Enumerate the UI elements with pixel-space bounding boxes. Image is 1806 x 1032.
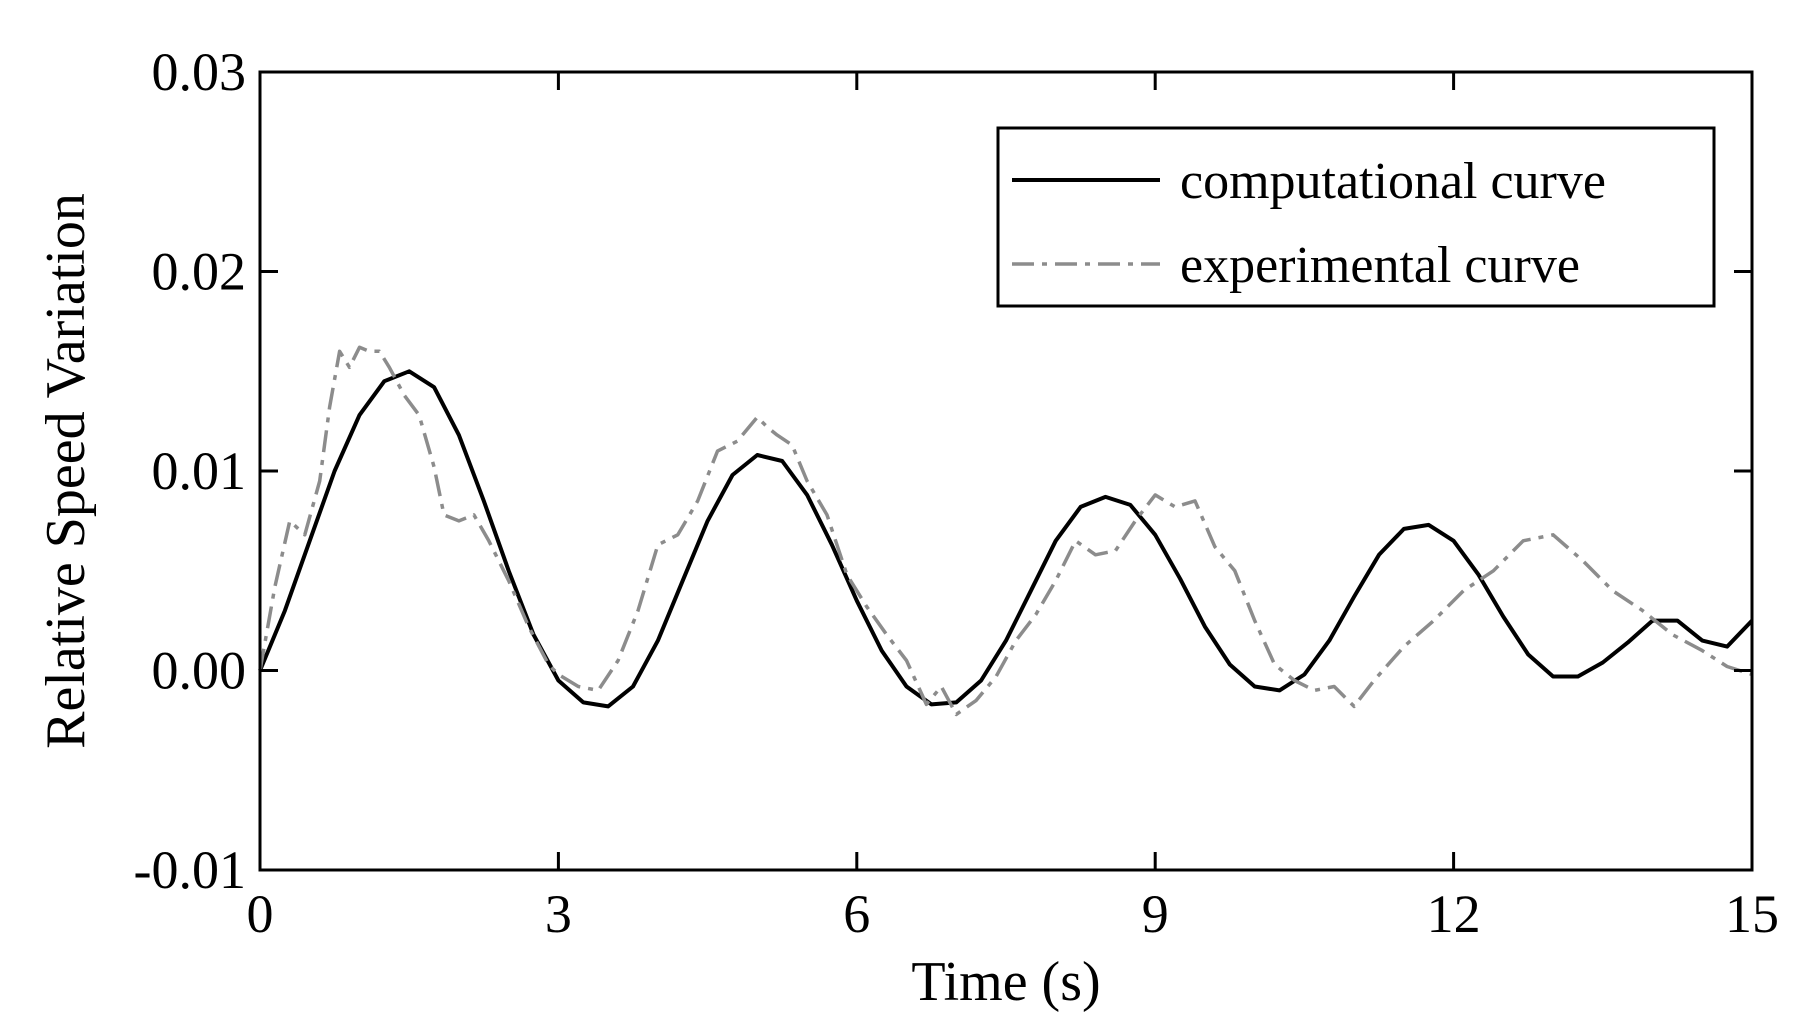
y-tick-label: 0.02 (152, 242, 247, 302)
legend: computational curve experimental curve (996, 126, 1716, 308)
series-line-experimental (258, 345, 1753, 717)
x-axis-label: Time (s) (911, 951, 1100, 1013)
legend-entry-experimental: experimental curve (1180, 237, 1580, 294)
x-axis-ticks: 0 3 6 9 12 15 (247, 72, 1779, 944)
series-line-computational (258, 369, 1754, 709)
y-tick-label: 0.03 (152, 42, 247, 102)
x-tick-label: 12 (1427, 884, 1481, 944)
x-tick-label: 0 (247, 884, 274, 944)
x-tick-label: 9 (1142, 884, 1169, 944)
x-tick-label: 15 (1725, 884, 1779, 944)
x-tick-label: 6 (843, 884, 870, 944)
y-tick-label: -0.01 (134, 840, 246, 900)
series-layer (258, 345, 1754, 717)
x-tick-label: 3 (545, 884, 572, 944)
y-axis-label: Relative Speed Variation (35, 193, 97, 749)
y-axis-ticks: -0.01 0.00 0.01 0.02 0.03 (134, 42, 1752, 900)
y-tick-label: 0.00 (152, 641, 247, 701)
legend-box (996, 126, 1716, 308)
y-tick-label: 0.01 (152, 441, 247, 501)
legend-entry-computational: computational curve (1180, 153, 1606, 210)
